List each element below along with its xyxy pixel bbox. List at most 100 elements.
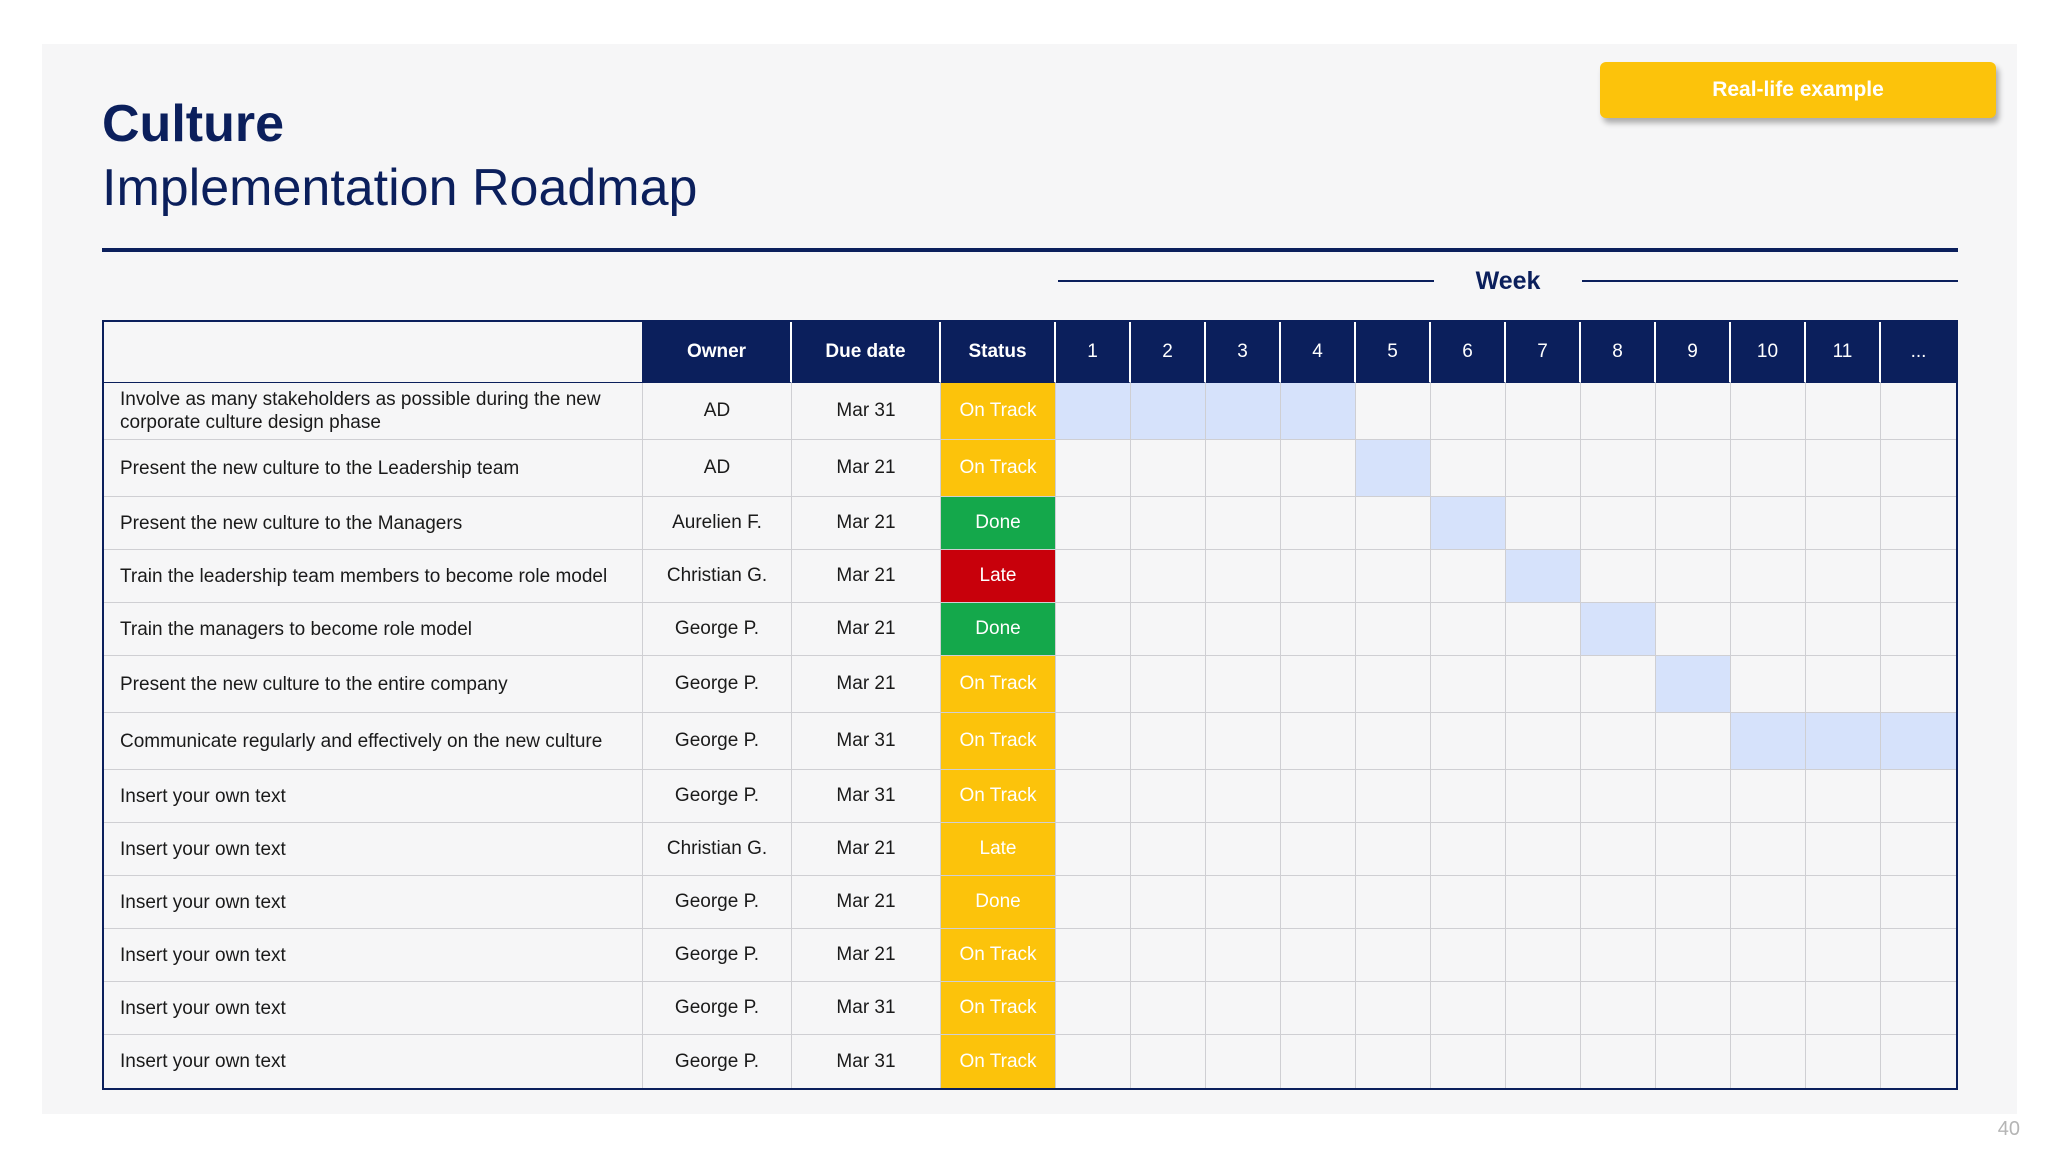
- column-header-week: ...: [1881, 322, 1956, 383]
- week-cell: [1806, 603, 1881, 656]
- owner-cell: George P.: [643, 982, 792, 1035]
- owner-cell: Aurelien F.: [643, 497, 792, 550]
- week-cell: [1131, 770, 1206, 823]
- due-date-cell: Mar 31: [792, 713, 941, 770]
- week-cell: [1806, 823, 1881, 876]
- week-cell: [1581, 713, 1656, 770]
- week-cell: [1656, 550, 1731, 603]
- week-cell: [1506, 497, 1581, 550]
- week-cell: [1281, 550, 1356, 603]
- week-cell: [1731, 823, 1806, 876]
- column-header-week: 4: [1281, 322, 1356, 383]
- title-divider: [102, 248, 1958, 252]
- week-cell: [1281, 603, 1356, 656]
- week-cell: [1581, 383, 1656, 440]
- week-cell: [1056, 497, 1131, 550]
- task-cell: Insert your own text: [104, 876, 643, 929]
- week-cell: [1431, 656, 1506, 713]
- week-cell: [1806, 550, 1881, 603]
- week-cell: [1431, 876, 1506, 929]
- week-cell: [1506, 440, 1581, 497]
- task-cell: Present the new culture to the entire co…: [104, 656, 643, 713]
- week-cell: [1806, 929, 1881, 982]
- week-cell: [1506, 770, 1581, 823]
- week-cell: [1731, 497, 1806, 550]
- due-date-cell: Mar 31: [792, 1035, 941, 1088]
- week-cell: [1206, 929, 1281, 982]
- week-cell: [1431, 1035, 1506, 1088]
- week-cell: [1281, 383, 1356, 440]
- week-cell: [1881, 440, 1956, 497]
- week-cell: [1581, 982, 1656, 1035]
- week-cell: [1131, 383, 1206, 440]
- week-cell: [1356, 876, 1431, 929]
- page-subtitle: Implementation Roadmap: [102, 159, 698, 217]
- week-cell: [1431, 929, 1506, 982]
- column-header-due-date: Due date: [792, 322, 941, 383]
- week-cell: [1281, 1035, 1356, 1088]
- week-cell: [1056, 383, 1131, 440]
- week-cell: [1731, 440, 1806, 497]
- week-cell: [1881, 929, 1956, 982]
- week-cell: [1581, 603, 1656, 656]
- due-date-cell: Mar 21: [792, 603, 941, 656]
- week-cell: [1581, 656, 1656, 713]
- week-cell: [1206, 603, 1281, 656]
- task-cell: Involve as many stakeholders as possible…: [104, 383, 643, 440]
- status-badge: Done: [941, 876, 1056, 929]
- week-cell: [1881, 770, 1956, 823]
- week-cell: [1806, 497, 1881, 550]
- week-cell: [1131, 497, 1206, 550]
- column-header-week: 9: [1656, 322, 1731, 383]
- due-date-cell: Mar 21: [792, 656, 941, 713]
- week-cell: [1656, 440, 1731, 497]
- week-cell: [1581, 876, 1656, 929]
- task-cell: Insert your own text: [104, 1035, 643, 1088]
- status-badge: On Track: [941, 929, 1056, 982]
- owner-cell: Christian G.: [643, 823, 792, 876]
- week-cell: [1881, 383, 1956, 440]
- status-badge: Done: [941, 603, 1056, 656]
- week-cell: [1881, 982, 1956, 1035]
- task-cell: Communicate regularly and effectively on…: [104, 713, 643, 770]
- week-cell: [1731, 929, 1806, 982]
- task-cell: Insert your own text: [104, 929, 643, 982]
- week-cell: [1806, 876, 1881, 929]
- week-cell: [1431, 713, 1506, 770]
- task-cell: Train the leadership team members to bec…: [104, 550, 643, 603]
- week-cell: [1356, 823, 1431, 876]
- week-cell: [1881, 876, 1956, 929]
- due-date-cell: Mar 31: [792, 383, 941, 440]
- week-cell: [1131, 550, 1206, 603]
- week-cell: [1206, 497, 1281, 550]
- week-cell: [1656, 497, 1731, 550]
- real-life-example-button[interactable]: Real-life example: [1600, 62, 1996, 118]
- week-cell: [1731, 550, 1806, 603]
- owner-cell: George P.: [643, 770, 792, 823]
- week-cell: [1056, 823, 1131, 876]
- week-cell: [1131, 876, 1206, 929]
- week-cell: [1506, 603, 1581, 656]
- week-cell: [1431, 550, 1506, 603]
- week-label: Week: [1475, 267, 1541, 295]
- week-cell: [1356, 656, 1431, 713]
- week-cell: [1131, 713, 1206, 770]
- owner-cell: George P.: [643, 1035, 792, 1088]
- week-cell: [1056, 1035, 1131, 1088]
- week-cell: [1056, 656, 1131, 713]
- owner-cell: Christian G.: [643, 550, 792, 603]
- owner-cell: George P.: [643, 656, 792, 713]
- week-cell: [1281, 929, 1356, 982]
- week-cell: [1131, 823, 1206, 876]
- week-cell: [1281, 982, 1356, 1035]
- week-cell: [1506, 929, 1581, 982]
- week-cell: [1656, 876, 1731, 929]
- week-cell: [1581, 1035, 1656, 1088]
- task-cell: Present the new culture to the Managers: [104, 497, 643, 550]
- status-badge: On Track: [941, 982, 1056, 1035]
- status-badge: On Track: [941, 440, 1056, 497]
- week-cell: [1656, 1035, 1731, 1088]
- column-header-owner: Owner: [643, 322, 792, 383]
- week-cell: [1431, 603, 1506, 656]
- week-cell: [1056, 929, 1131, 982]
